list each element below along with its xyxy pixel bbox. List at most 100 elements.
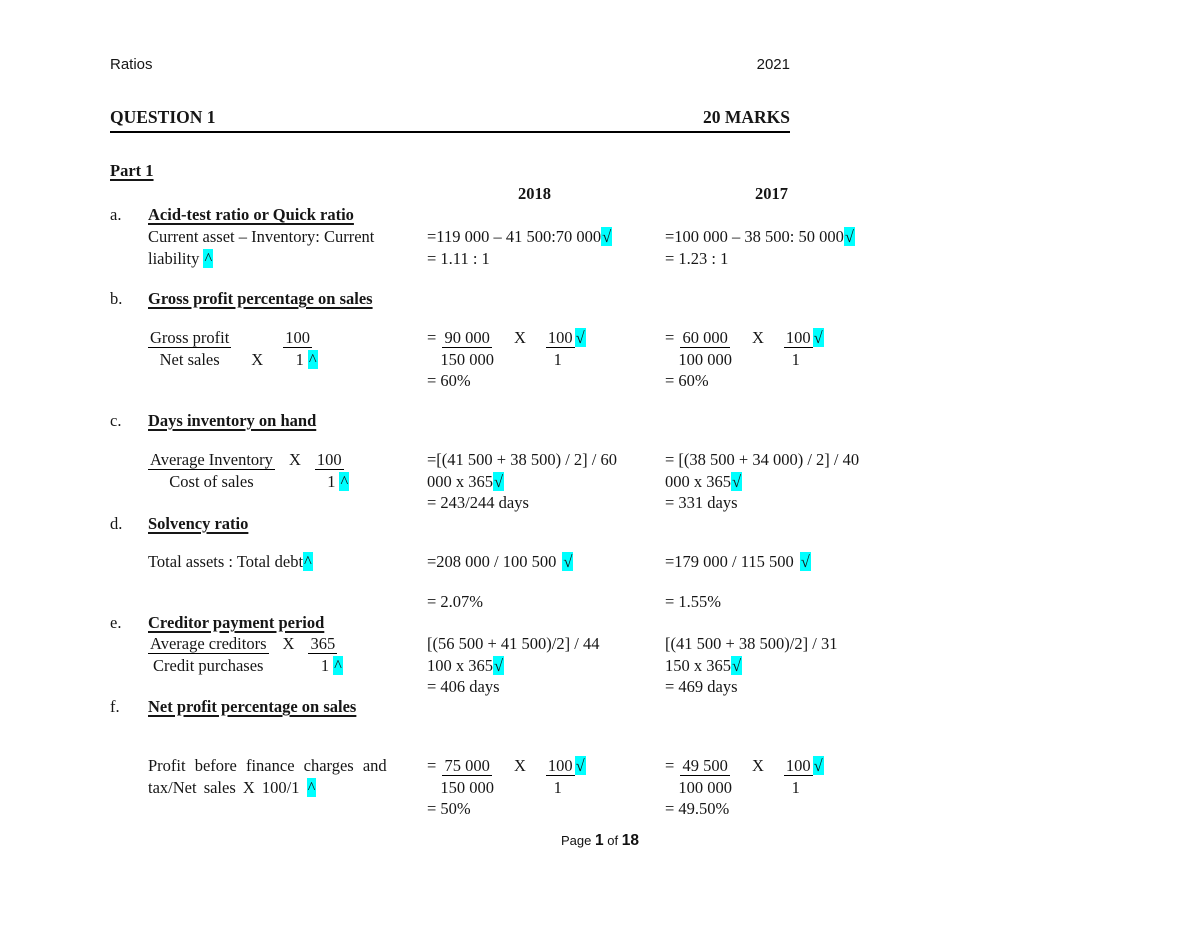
check-mark: √: [731, 471, 743, 491]
check-mark: √: [493, 471, 505, 491]
times-operator: X: [282, 634, 295, 653]
column-header-2018: 2018: [518, 184, 551, 203]
section-b-2017: = 60 000 100 000 X 100 √ 1 = 60%: [665, 327, 824, 392]
result-line: = 2.07%: [427, 591, 484, 611]
footer-page-word: Page: [561, 833, 592, 848]
section-e-2017: [(41 500 + 38 500)/2] / 31 150 x 365√ = …: [665, 634, 838, 696]
check-mark: √: [562, 552, 574, 571]
result-line: = 243/244 days: [427, 493, 529, 512]
fraction: 100 √ 1: [545, 756, 586, 797]
fraction: 100 √ 1: [783, 328, 824, 369]
section-f-2017: = 49 500 100 000 X 100 √ 1 = 49.50%: [665, 755, 824, 820]
caret-mark: ^: [339, 471, 350, 491]
equals-sign: =: [427, 328, 437, 347]
numerator: Gross profit: [148, 328, 232, 348]
section-a-description: Current asset – Inventory: Current liabi…: [148, 226, 374, 269]
section-d-heading: d. Solvency ratio: [110, 513, 248, 535]
description-line: Current asset – Inventory: Current: [148, 227, 375, 246]
section-f-title: Net profit percentage on sales: [148, 697, 357, 716]
caret-mark: ^: [333, 655, 343, 675]
check-mark: √: [731, 655, 743, 675]
caret-mark: ^: [306, 777, 317, 797]
section-a-heading: a. Acid-test ratio or Quick ratio: [110, 204, 354, 226]
check-mark: √: [812, 328, 824, 347]
section-a-2017: =100 000 – 38 500: 50 000√ = 1.23 : 1: [665, 226, 855, 269]
fraction: Average creditors Credit purchases: [148, 634, 269, 675]
check-mark: √: [812, 756, 824, 775]
check-mark: √: [574, 328, 586, 347]
fraction: 100 1 ^: [314, 450, 350, 491]
equals-sign: =: [665, 328, 675, 347]
fraction: Average Inventory Cost of sales: [148, 450, 275, 491]
section-e-letter: e.: [110, 613, 122, 632]
result-line: = 406 days: [427, 677, 500, 696]
fraction: 75 000 150 000: [440, 756, 494, 797]
times-operator: X: [751, 756, 764, 775]
section-c-formula: Average Inventory Cost of sales X 100 1 ^: [148, 449, 350, 492]
times-operator: X: [513, 328, 526, 347]
result-line: = 50%: [427, 799, 471, 818]
section-f-heading: f. Net profit percentage on sales: [110, 696, 356, 718]
times-operator: X: [251, 349, 264, 369]
result-line: = 60%: [427, 371, 471, 390]
description-line: liability ^: [148, 248, 214, 268]
section-f-letter: f.: [110, 697, 120, 716]
section-d-2017: =179 000 / 115 500 √ = 1.55%: [665, 552, 811, 611]
section-c-heading: c. Days inventory on hand: [110, 410, 316, 432]
caret-mark: ^: [203, 248, 214, 268]
result-line: = 469 days: [665, 677, 738, 696]
fraction: 90 000 150 000: [440, 328, 494, 369]
equals-sign: =: [427, 756, 437, 775]
section-d-letter: d.: [110, 514, 123, 533]
times-operator: X: [751, 328, 764, 347]
caret-mark: ^: [307, 349, 318, 369]
header-title: Ratios: [110, 56, 153, 73]
numerator: 100: [283, 328, 312, 348]
section-e-heading: e. Creditor payment period: [110, 612, 324, 634]
fraction: 365 1 ^: [308, 634, 343, 675]
section-a-letter: a.: [110, 205, 122, 224]
check-mark: √: [843, 227, 855, 246]
section-c-title: Days inventory on hand: [148, 411, 317, 430]
denominator: Net sales: [159, 349, 220, 369]
section-d-2018: =208 000 / 100 500 √ = 2.07%: [427, 552, 574, 611]
part-title: Part 1: [110, 161, 154, 180]
fraction: Gross profit Net sales: [148, 327, 232, 370]
section-c-2018: =[(41 500 + 38 500) / 2] / 60 000 x 365√…: [427, 450, 618, 512]
section-a-title: Acid-test ratio or Quick ratio: [148, 205, 354, 224]
check-mark: √: [601, 227, 613, 246]
footer-of-word: of: [607, 833, 619, 848]
section-b-heading: b. Gross profit percentage on sales: [110, 288, 373, 310]
section-b-formula: Gross profit Net sales X 100 1 ^: [148, 327, 318, 370]
result-line: = 49.50%: [665, 799, 730, 818]
section-b-title: Gross profit percentage on sales: [148, 289, 373, 308]
check-mark: √: [799, 552, 811, 571]
fraction: 100 1 ^: [283, 327, 318, 370]
result-line: = 1.23 : 1: [665, 248, 729, 268]
check-mark: √: [574, 756, 586, 775]
section-e-formula: Average creditors Credit purchases X 365…: [148, 633, 343, 676]
section-c-2017: = [(38 500 + 34 000) / 2] / 40 000 x 365…: [665, 450, 860, 512]
page-footer: Page 1 of 18: [0, 832, 1200, 850]
header-year: 2021: [756, 56, 790, 73]
question-marks: 20 MARKS: [702, 107, 790, 127]
times-operator: X: [288, 450, 301, 469]
calc-line: =100 000 – 38 500: 50 000√: [665, 227, 855, 246]
times-operator: X: [513, 756, 526, 775]
fraction: 49 500 100 000: [678, 756, 732, 797]
result-line: = 60%: [665, 371, 709, 390]
section-d-title: Solvency ratio: [148, 514, 249, 533]
column-header-2017: 2017: [755, 184, 788, 203]
footer-page-number: 1: [595, 832, 604, 849]
section-f-2018: = 75 000 150 000 X 100 √ 1 = 50%: [427, 755, 586, 820]
check-mark: √: [493, 655, 505, 675]
footer-total-pages: 18: [621, 832, 639, 849]
result-line: = 331 days: [665, 493, 738, 512]
fraction: 100 √ 1: [545, 328, 586, 369]
denominator: 1: [295, 349, 304, 369]
section-a-2018: =119 000 – 41 500:70 000√ = 1.11 : 1: [427, 226, 613, 269]
caret-mark: ^: [303, 552, 313, 571]
section-b-2018: = 90 000 150 000 X 100 √ 1 = 60%: [427, 327, 586, 392]
fraction: 60 000 100 000: [678, 328, 732, 369]
